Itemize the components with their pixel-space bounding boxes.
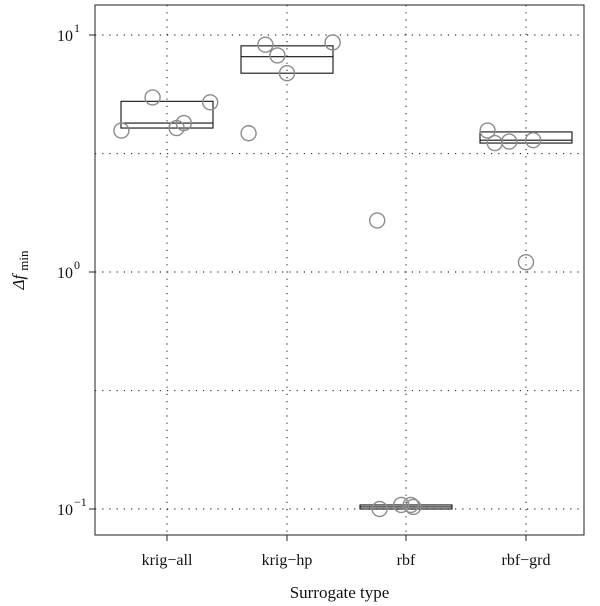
data-point [240,125,257,142]
data-point [517,253,535,271]
x-tick-label: rbf−grd [501,552,550,569]
y-tick-label-exponent: 0 [74,258,80,272]
box-1 [240,45,334,74]
data-point [501,133,518,150]
y-tick-label-exponent: −1 [74,495,87,509]
data-point [269,47,286,64]
data-point [393,496,410,514]
data-point [525,131,542,149]
x-tick-label: krig−hp [262,552,313,569]
y-axis-title: Δfmin [9,250,31,290]
boxplot-boxes [120,45,573,510]
grid-lines [95,5,584,535]
box-0 [120,100,214,129]
data-point [402,496,419,514]
x-axis-title: Surrogate type [290,583,390,602]
y-tick-label: 10 [57,265,73,282]
data-point [479,122,496,139]
y-tick-label: 10 [57,502,73,519]
x-tick-label: rbf [397,552,416,569]
data-point [324,34,341,51]
plot-frame [94,4,585,536]
x-tick-label: krig−all [142,552,193,569]
data-point [278,64,296,82]
x-axis: krig−all krig−hp rbf rbf−grd [142,535,551,569]
y-tick-label: 10 [57,28,73,45]
data-point [144,89,161,106]
data-point [201,94,219,111]
data-point [371,500,388,518]
data-point [405,498,422,516]
data-point [175,114,193,132]
y-tick-label-exponent: 1 [74,21,80,35]
data-point [369,212,386,229]
data-point [257,36,274,53]
data-points [113,34,542,518]
data-point [113,122,130,139]
